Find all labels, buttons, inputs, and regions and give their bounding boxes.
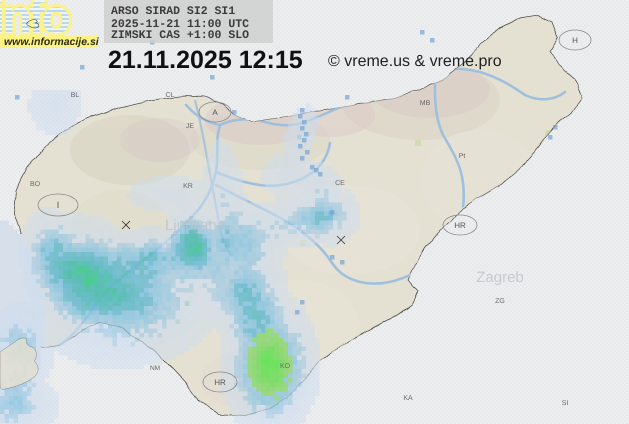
- svg-text:H: H: [572, 36, 578, 45]
- svg-text:JE: JE: [186, 123, 195, 130]
- svg-text:Pt: Pt: [459, 153, 466, 160]
- svg-text:CE: CE: [335, 180, 345, 187]
- svg-text:KO: KO: [280, 363, 291, 370]
- svg-text:ARSO SIRAD SI2 SI1: ARSO SIRAD SI2 SI1: [111, 5, 235, 18]
- svg-text:SI: SI: [562, 400, 569, 407]
- svg-text:ZIMSKI CAS +1:00 SLO: ZIMSKI CAS +1:00 SLO: [111, 29, 249, 42]
- svg-text:BO: BO: [30, 181, 41, 188]
- svg-text:© vreme.us & vreme.pro: © vreme.us & vreme.pro: [328, 53, 502, 70]
- svg-text:KA: KA: [403, 395, 413, 402]
- svg-text:HR: HR: [454, 221, 466, 230]
- svg-text:Zagreb: Zagreb: [476, 269, 524, 286]
- svg-text:BL: BL: [71, 92, 80, 99]
- svg-text:Ljubljana: Ljubljana: [165, 217, 226, 234]
- svg-text:NM: NM: [150, 365, 160, 372]
- svg-text:ZG: ZG: [495, 298, 505, 305]
- svg-text:CL: CL: [166, 92, 175, 99]
- svg-text:21.11.2025 12:15: 21.11.2025 12:15: [108, 46, 303, 74]
- svg-text:www.informacije.si: www.informacije.si: [4, 36, 100, 48]
- svg-text:MB: MB: [420, 100, 431, 107]
- svg-text:HR: HR: [214, 378, 226, 387]
- svg-text:A: A: [212, 108, 218, 117]
- svg-text:I: I: [57, 200, 60, 210]
- svg-text:KR: KR: [183, 183, 193, 190]
